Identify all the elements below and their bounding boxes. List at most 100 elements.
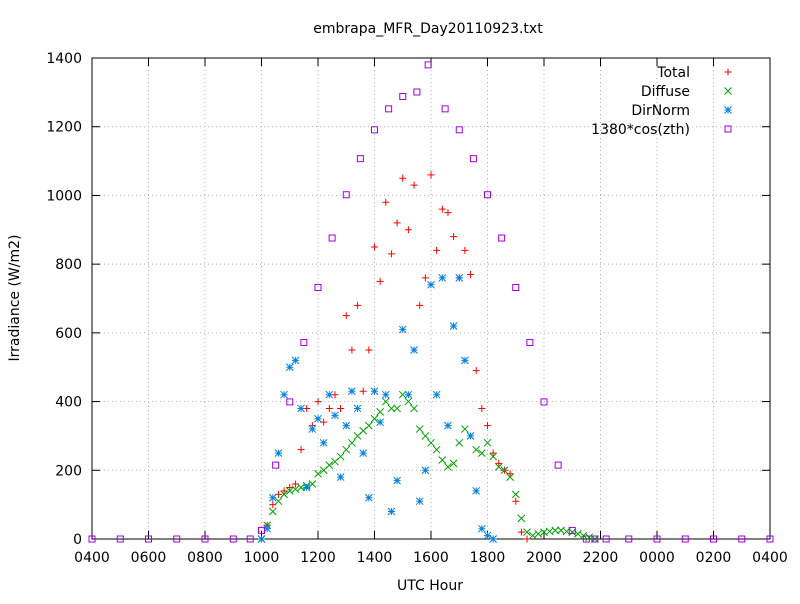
data-point (450, 233, 458, 241)
data-point (506, 473, 514, 482)
data-point (724, 125, 732, 133)
data-point (724, 106, 732, 114)
data-point (364, 493, 373, 502)
data-point (441, 105, 449, 113)
y-tick-label: 200 (55, 463, 82, 479)
data-point (766, 535, 774, 543)
x-tick-label: 0200 (696, 550, 732, 566)
data-point (382, 198, 390, 206)
data-point (381, 397, 390, 406)
legend-label: 1380*cos(zth) (591, 122, 690, 138)
data-point (376, 277, 384, 285)
data-point (342, 445, 351, 454)
x-tick-label: 2200 (583, 550, 619, 566)
data-point (568, 526, 576, 534)
data-point (280, 390, 288, 399)
data-point (489, 452, 498, 461)
data-point (498, 234, 506, 242)
y-tick-label: 0 (73, 532, 82, 548)
data-point (371, 126, 378, 134)
data-point (285, 487, 294, 495)
y-axis-label: Irradiance (W/m2) (7, 235, 23, 362)
data-point (399, 92, 407, 100)
x-axis: 0400 0600 0800 1000 1200 1400 1600 1800 2000 2200… (74, 58, 788, 566)
data-point (517, 528, 525, 536)
data-point (591, 535, 599, 543)
data-point (328, 234, 336, 242)
data-point (424, 61, 432, 69)
data-point (319, 438, 328, 447)
series-3 (88, 61, 774, 543)
y-axis: 0 200 400 600 800 1000 1200 1400 (46, 51, 770, 548)
series-1 (257, 390, 599, 543)
data-point (551, 526, 560, 535)
data-point (398, 325, 407, 334)
data-point (469, 155, 477, 163)
x-tick-label: 1200 (300, 550, 336, 566)
data-point (568, 528, 577, 536)
data-point (274, 449, 283, 457)
data-point (554, 461, 562, 469)
data-point (489, 449, 497, 457)
data-point (526, 338, 534, 346)
data-point (325, 404, 333, 412)
data-point (258, 526, 265, 534)
data-point (297, 483, 305, 492)
data-point (356, 155, 364, 163)
data-point (724, 87, 732, 95)
data-point (427, 438, 435, 447)
data-point (173, 535, 181, 543)
data-point (359, 387, 367, 395)
data-point (432, 390, 441, 399)
data-point (500, 466, 509, 475)
data-point (393, 219, 401, 227)
data-point (483, 438, 492, 447)
legend-label: Diffuse (641, 84, 690, 100)
data-point (354, 301, 362, 309)
data-point (438, 456, 447, 464)
data-point (438, 274, 447, 282)
data-point (257, 535, 266, 543)
data-point (381, 390, 390, 399)
data-point (404, 397, 413, 406)
data-point (291, 356, 300, 365)
data-point (286, 483, 294, 491)
data-point (590, 535, 599, 543)
data-point (268, 507, 277, 516)
data-point (116, 535, 124, 543)
data-point (438, 205, 446, 213)
data-point (477, 524, 486, 533)
data-point (145, 535, 152, 543)
data-point (421, 274, 429, 282)
data-point (342, 191, 350, 199)
data-point (314, 398, 322, 406)
data-point (376, 418, 385, 427)
data-point (461, 356, 469, 365)
data-point (494, 462, 503, 471)
data-point (681, 535, 689, 543)
data-point (331, 411, 339, 420)
data-point (528, 531, 537, 540)
data-point (427, 280, 435, 289)
data-point (484, 422, 491, 430)
data-point (602, 535, 610, 543)
data-point (444, 209, 452, 217)
data-point (359, 449, 368, 457)
data-point (433, 246, 441, 254)
y-tick-label: 800 (55, 257, 82, 273)
data-point (314, 284, 322, 292)
data-point (376, 408, 385, 416)
data-point (404, 390, 413, 399)
data-point (246, 535, 254, 543)
data-point (455, 438, 464, 447)
data-point (336, 452, 345, 461)
data-point (404, 226, 412, 234)
data-point (625, 535, 633, 543)
data-point (274, 497, 283, 506)
data-point (297, 404, 305, 413)
data-point (398, 390, 407, 399)
data-point (263, 524, 272, 533)
data-point (523, 528, 531, 536)
y-tick-label: 1200 (46, 120, 82, 136)
